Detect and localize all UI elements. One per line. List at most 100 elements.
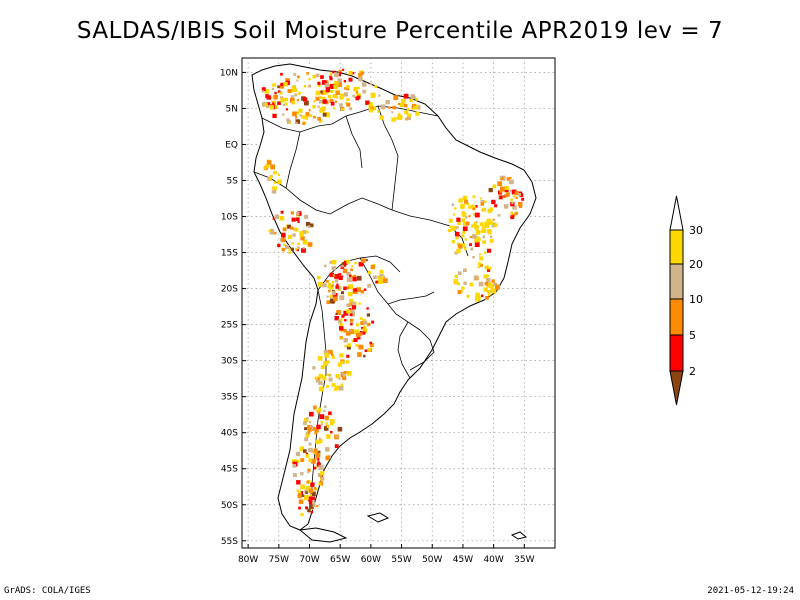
shaded-cell	[311, 491, 316, 496]
shaded-cell	[346, 277, 352, 283]
shaded-cell	[306, 480, 309, 484]
shaded-cell	[313, 487, 317, 490]
shaded-cell	[514, 191, 519, 196]
shaded-cell	[329, 272, 334, 278]
shaded-cell	[370, 102, 373, 105]
lon-tick-label: 60W	[361, 555, 381, 565]
lat-tick-label: 55S	[221, 537, 238, 547]
shaded-cell	[454, 274, 458, 278]
shaded-cell	[354, 329, 359, 335]
lon-tick-label: 55W	[391, 555, 411, 565]
shaded-cell	[279, 216, 285, 221]
shaded-cell	[499, 176, 503, 179]
shaded-cell	[345, 331, 351, 336]
shaded-cell	[511, 201, 514, 205]
shaded-cell	[298, 91, 301, 95]
shaded-cell	[263, 166, 267, 170]
shaded-cell	[274, 214, 280, 219]
shaded-cell	[280, 72, 283, 76]
shaded-cell	[319, 90, 323, 94]
shaded-cell	[299, 446, 305, 452]
shaded-cell	[310, 510, 314, 514]
shaded-cell	[323, 409, 326, 412]
shaded-cell	[486, 282, 492, 288]
shaded-cell	[326, 434, 331, 439]
shaded-cell	[341, 314, 345, 318]
shaded-cell	[346, 354, 350, 358]
shaded-cell	[331, 383, 336, 387]
shaded-cell	[463, 281, 467, 285]
south-georgia-island	[510, 531, 528, 540]
colorbar-label-10: 10	[689, 293, 703, 306]
shaded-cell	[463, 247, 467, 251]
shaded-cell	[353, 338, 358, 342]
shaded-cell	[472, 256, 475, 259]
shaded-cell	[342, 376, 347, 381]
shaded-cell	[319, 414, 325, 420]
shaded-cell	[347, 343, 351, 347]
shaded-cell	[308, 500, 313, 505]
shaded-cell	[301, 494, 305, 497]
shaded-cell	[469, 236, 472, 239]
shaded-cell	[302, 247, 305, 250]
shaded-cell	[274, 91, 277, 95]
shaded-cell	[521, 197, 525, 201]
shaded-cell	[261, 90, 265, 93]
shaded-cell	[377, 278, 383, 284]
shaded-cell	[344, 319, 347, 322]
shaded-cell	[288, 248, 291, 251]
shaded-cell	[361, 326, 364, 330]
shaded-cell	[329, 260, 333, 264]
shaded-cell	[477, 265, 480, 269]
shaded-cell	[511, 189, 517, 195]
shaded-cell	[346, 97, 350, 101]
shaded-cell	[360, 258, 366, 263]
shaded-cell	[482, 235, 486, 239]
shaded-cell	[365, 259, 368, 262]
shaded-cell	[474, 242, 480, 247]
shaded-cell	[359, 330, 363, 334]
shaded-cell	[281, 247, 285, 252]
shaded-cell	[453, 279, 459, 284]
shaded-cell	[309, 504, 314, 509]
shaded-cell	[397, 113, 401, 116]
shaded-cell	[331, 353, 334, 356]
shaded-cell	[320, 75, 324, 79]
shaded-cell	[349, 313, 353, 317]
shaded-cell	[334, 388, 338, 392]
shaded-cell	[329, 77, 333, 81]
shaded-cell	[318, 281, 323, 287]
shaded-cell	[493, 282, 498, 287]
shaded-cell	[307, 508, 311, 513]
shaded-cell	[334, 279, 339, 283]
shaded-cell	[369, 82, 373, 85]
shaded-cell	[461, 234, 465, 238]
shaded-cell	[323, 349, 329, 355]
shaded-cell	[517, 193, 521, 197]
shaded-cell	[289, 121, 291, 124]
shaded-cell	[302, 230, 307, 235]
shaded-cell	[497, 181, 503, 187]
shaded-cell	[313, 407, 316, 410]
shaded-cell	[479, 256, 484, 261]
shaded-cell	[486, 278, 491, 283]
shaded-cell	[370, 92, 376, 98]
shaded-cell	[451, 240, 455, 244]
shaded-cell	[330, 419, 335, 424]
shaded-cell	[337, 362, 342, 367]
shaded-cell	[346, 371, 352, 376]
shaded-cell	[348, 284, 354, 290]
shaded-cell	[305, 452, 308, 455]
shaded-cell	[307, 431, 311, 435]
colorbar-top-arrow	[669, 195, 684, 231]
shaded-cell	[295, 217, 300, 222]
shaded-cell	[303, 417, 309, 423]
shaded-cell	[337, 82, 342, 87]
shaded-cell	[379, 115, 384, 120]
shaded-cell	[409, 98, 413, 102]
shaded-cell	[303, 85, 307, 88]
shaded-cell	[329, 75, 332, 79]
shaded-cell	[304, 427, 307, 430]
shaded-cell	[316, 458, 320, 461]
shaded-cell	[314, 428, 319, 433]
